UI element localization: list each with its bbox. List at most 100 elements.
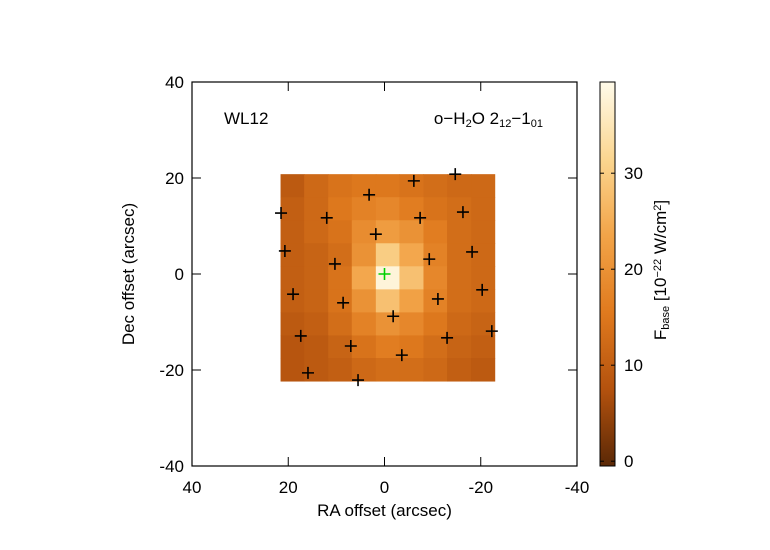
heatmap-cell xyxy=(399,358,424,382)
heatmap-cell xyxy=(304,358,329,382)
heatmap-cell xyxy=(375,174,400,198)
heatmap-cell xyxy=(471,243,496,267)
text-part: 2 xyxy=(652,205,664,211)
heatmap-cell xyxy=(447,335,472,359)
heatmap-cell xyxy=(304,174,329,198)
heatmap-cell xyxy=(328,174,353,198)
heatmap-cell xyxy=(399,335,424,359)
heatmap-cell xyxy=(280,220,305,244)
spaxel-marker xyxy=(395,349,408,362)
heatmap-cell xyxy=(399,289,424,313)
heatmap-cell xyxy=(471,289,496,313)
heatmap-cell xyxy=(399,243,424,267)
heatmap-cell xyxy=(471,266,496,290)
heatmap-cell xyxy=(328,289,353,313)
heatmap-cell xyxy=(351,335,377,359)
heatmap-cell xyxy=(280,289,305,313)
heatmap-cell xyxy=(351,289,377,313)
heatmap-cell xyxy=(351,266,377,290)
annotation: o−H2O 212−101 xyxy=(434,109,543,130)
spaxel-marker xyxy=(294,329,307,342)
heatmap-cell xyxy=(471,220,496,244)
heatmap-cell xyxy=(328,220,353,244)
spaxel-marker xyxy=(287,288,300,301)
text-part: F xyxy=(651,330,670,340)
heatmap-cell xyxy=(447,289,472,313)
y-axis-label: Dec offset (arcsec) xyxy=(119,203,138,345)
x-tick-label: 0 xyxy=(380,478,389,497)
text-part: base xyxy=(660,306,672,330)
heatmap-cell xyxy=(304,243,329,267)
heatmap-cell xyxy=(471,358,496,382)
spaxel-marker xyxy=(337,296,350,309)
heatmap-cell xyxy=(399,174,424,198)
spaxel-marker xyxy=(369,228,382,241)
text-part: W/cm xyxy=(651,211,670,259)
heatmap-cell xyxy=(280,266,305,290)
heatmap-cell xyxy=(351,220,377,244)
colorbar-tick-label: 0 xyxy=(624,452,633,471)
spaxel-marker xyxy=(320,211,333,224)
heatmap-cell xyxy=(351,358,377,382)
text-part: ] xyxy=(651,200,670,205)
spaxel-marker xyxy=(275,207,288,220)
heatmap-cell xyxy=(375,358,400,382)
heatmap-cell xyxy=(399,220,424,244)
text-part: o−H xyxy=(434,109,466,128)
heatmap-cell xyxy=(304,335,329,359)
heatmap-cell xyxy=(351,243,377,267)
heatmap-cell xyxy=(328,312,353,336)
text-part: 12 xyxy=(499,118,511,130)
x-tick-label: -20 xyxy=(468,478,493,497)
heatmap-cell xyxy=(304,197,329,221)
heatmap-cell xyxy=(399,197,424,221)
heatmap-cell xyxy=(423,289,448,313)
spaxel-marker xyxy=(423,253,436,266)
text-part: [10 xyxy=(651,278,670,306)
heatmap-cell xyxy=(423,266,448,290)
heatmap-cell xyxy=(280,174,305,198)
heatmap-cell xyxy=(447,358,472,382)
heatmap-cell xyxy=(328,266,353,290)
heatmap-cell xyxy=(375,197,400,221)
annotation: WL12 xyxy=(224,109,268,128)
heatmap-cell xyxy=(447,174,472,198)
heatmap-cell xyxy=(328,335,353,359)
spaxel-marker xyxy=(352,374,365,387)
x-tick-label: 40 xyxy=(183,478,202,497)
y-tick-label: -40 xyxy=(159,457,184,476)
heatmap-cell xyxy=(375,220,400,244)
text-part: 2 xyxy=(466,118,472,130)
heatmap-cell xyxy=(375,289,400,313)
heatmap-cell xyxy=(304,312,329,336)
heatmap-cell xyxy=(328,358,353,382)
spaxel-marker xyxy=(387,310,400,323)
heatmap-cell xyxy=(423,358,448,382)
spaxel-marker xyxy=(466,245,479,258)
spaxel-marker xyxy=(476,283,489,296)
heatmap-cell xyxy=(280,197,305,221)
spaxel-marker xyxy=(449,168,462,181)
spaxel-marker xyxy=(485,325,498,338)
x-tick-label: -40 xyxy=(565,478,590,497)
heatmap-cell xyxy=(423,335,448,359)
colorbar xyxy=(599,81,616,467)
colorbar-label: Fbase [10−22 W/cm2] xyxy=(651,200,672,340)
spaxel-marker xyxy=(456,206,469,219)
heatmap-cell xyxy=(399,266,424,290)
spaxel-marker xyxy=(363,188,376,201)
y-tick-label: 20 xyxy=(165,169,184,188)
heatmap-cell xyxy=(447,220,472,244)
colorbar-tick-label: 10 xyxy=(624,356,643,375)
heatmap-cell xyxy=(304,220,329,244)
text-part: WL12 xyxy=(224,109,268,128)
colorbar-tick-label: 20 xyxy=(624,260,643,279)
spaxel-marker xyxy=(441,331,454,344)
heatmap-cell xyxy=(304,289,329,313)
heatmap-cell xyxy=(351,174,377,198)
heatmap-cell xyxy=(351,312,377,336)
heatmap-cell xyxy=(375,266,400,290)
heatmap-cell xyxy=(375,335,400,359)
heatmap-cell xyxy=(471,312,496,336)
